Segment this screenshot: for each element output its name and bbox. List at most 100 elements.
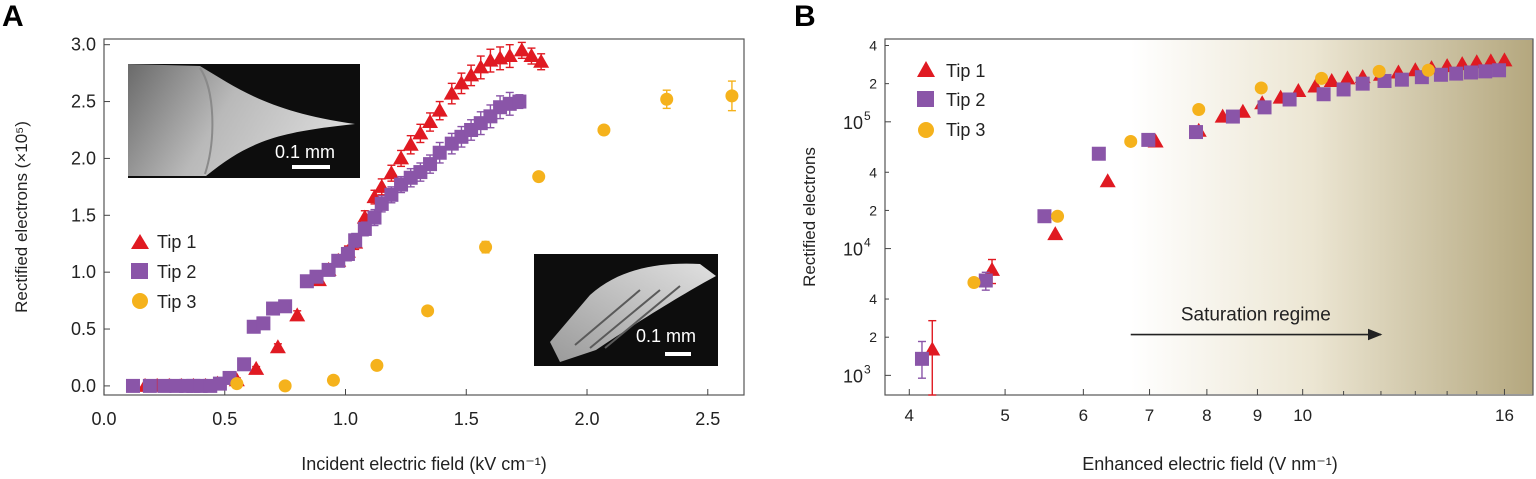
data-point [383,165,400,180]
data-point [532,170,546,184]
data-point [1433,67,1448,82]
data-point [1496,52,1513,67]
legend-label-tip3: Tip 3 [946,120,985,140]
data-point [1449,66,1464,81]
data-point [479,240,493,254]
scale-bar [665,352,691,356]
data-point [1394,72,1409,87]
data-point [248,360,265,375]
y-tick-label: 0.5 [71,319,96,339]
data-point [230,377,244,391]
x-tick-label: 8 [1202,406,1211,425]
y-tick-label: 3.0 [71,35,96,55]
y-tick-exponent: 4 [864,236,871,250]
panel-a-inset-top: 0.1 mm [128,64,360,178]
y-tick-label: 10 [843,366,863,386]
x-tick-label: 1.5 [454,409,479,429]
x-tick-label: 10 [1293,406,1312,425]
y-tick-label: 10 [843,240,863,260]
y-tick-label: 0.0 [71,376,96,396]
data-point [453,75,470,90]
data-point [348,233,363,248]
data-point [269,339,286,354]
data-point [533,53,550,68]
data-point [326,373,340,387]
data-point [725,89,739,103]
data-point [237,357,252,372]
panel-b-label: B [794,0,816,33]
saturation-regime-label: Saturation regime [1181,305,1331,326]
data-point [1254,81,1268,95]
x-tick-label: 16 [1495,406,1514,425]
data-point [1336,82,1351,97]
panel-b-y-axis-label: Rectified electrons [800,147,819,287]
x-tick-label: 7 [1145,406,1154,425]
legend-label-tip2: Tip 2 [946,90,985,110]
data-point [1047,226,1064,241]
y-minor-tick-label: 4 [869,164,877,180]
y-tick-exponent: 5 [864,109,871,123]
sem-tip-side-image [128,64,355,176]
data-point [422,114,439,129]
data-point [1355,76,1370,91]
data-point [501,48,518,63]
data-point [512,94,527,109]
data-point [309,269,324,284]
panel-b-legend: Tip 1 Tip 2 Tip 3 [917,61,985,140]
x-tick-label: 9 [1253,406,1262,425]
data-point [1421,63,1435,77]
data-point [370,358,384,372]
panel-a-axes: 0.0 0.5 1.0 1.5 2.0 2.5 0.0 0.5 1.0 1.5 2.0 2.5 3.0 [71,35,720,429]
data-point [1141,132,1156,147]
data-point [1492,63,1507,78]
data-point [402,136,419,151]
y-minor-tick-label: 4 [869,291,877,307]
legend-marker-tip2 [131,263,148,279]
scale-bar [292,165,330,169]
legend-marker-tip3 [918,122,934,138]
data-point [1051,209,1065,223]
legend-label-tip3: Tip 3 [157,292,196,312]
data-point [1124,134,1138,148]
data-point [278,299,293,314]
data-point [142,378,157,393]
x-tick-label: 2.5 [695,409,720,429]
data-point [523,48,540,63]
data-point [1225,109,1240,124]
data-point [914,351,929,366]
data-point [412,125,429,140]
data-point [1099,173,1116,188]
legend-marker-tip1 [131,234,149,249]
data-point [289,307,306,322]
y-minor-tick-label: 4 [869,37,877,53]
data-point [513,42,530,57]
panel-a-legend: Tip 1 Tip 2 Tip 3 [131,232,196,312]
data-point [443,85,460,100]
data-point [423,157,438,172]
y-tick-label: 2.5 [71,92,96,112]
panel-b-plot-area [914,52,1513,396]
y-tick-label: 1.0 [71,262,96,282]
y-tick-exponent: 3 [864,362,871,376]
data-point [1282,92,1297,107]
legend-marker-tip3 [132,293,148,309]
saturation-region [1130,40,1533,394]
data-point [1037,209,1052,224]
panel-a-plot-area [125,41,739,393]
legend-label-tip2: Tip 2 [157,262,196,282]
data-point [393,150,410,165]
x-tick-label: 1.0 [333,409,358,429]
data-point [660,92,674,106]
x-tick-label: 6 [1079,406,1088,425]
data-point [1316,87,1331,102]
x-tick-label: 2.0 [575,409,600,429]
data-point [472,59,489,74]
data-point [421,304,435,318]
y-minor-tick-label: 2 [869,76,877,92]
x-tick-label: 0.0 [91,409,116,429]
data-point [256,316,271,331]
data-point [278,379,292,393]
legend-label-tip1: Tip 1 [157,232,196,252]
panel-a-x-axis-label: Incident electric field (kV cm⁻¹) [301,454,547,474]
